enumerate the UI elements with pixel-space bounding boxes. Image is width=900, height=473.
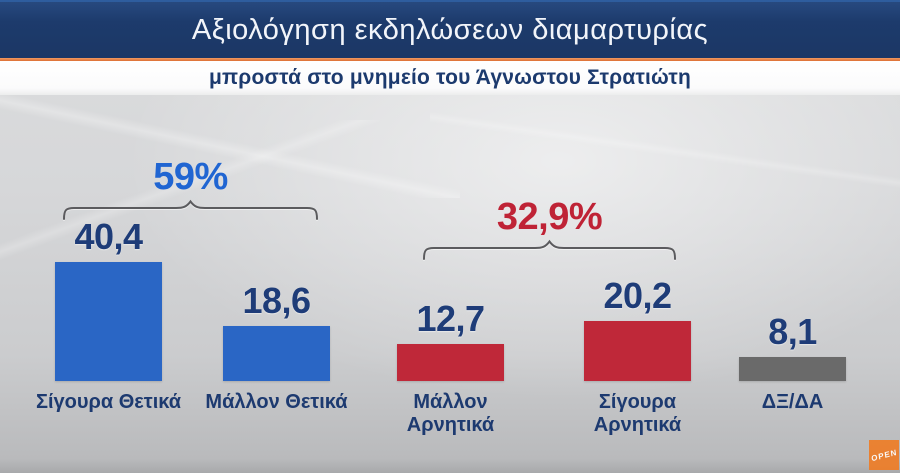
bar-category-label: Μάλλον Θετικά	[205, 391, 348, 413]
bar-value: 40,4	[74, 216, 143, 257]
bar-category-label: Σίγουρα Αρνητικά	[593, 391, 682, 436]
title-band: Αξιολόγηση εκδηλώσεων διαμαρτυρίας	[0, 0, 900, 58]
bar-column-dxda: 8,1 ΔΞ/ΔΑ	[739, 0, 846, 473]
bar-column-sigoura-thetika: 40,4 Σίγουρα Θετικά	[36, 0, 181, 473]
bracket-icon	[63, 199, 318, 220]
bar-rect	[223, 326, 330, 381]
bar-value: 12,7	[416, 298, 485, 339]
bar-category-label: Σίγουρα Θετικά	[35, 391, 182, 413]
group-negative-percvalue: 32,9%	[496, 196, 603, 238]
bar-value: 18,6	[242, 280, 311, 321]
page-subtitle: μπροστά στο μνημείο του Άγνωστου Στρατιώ…	[208, 66, 692, 89]
bar-rect	[55, 262, 162, 381]
bar-value: 8,1	[768, 311, 817, 352]
subtitle-band: μπροστά στο μνημείο του Άγνωστου Στρατιώ…	[0, 61, 900, 95]
accent-divider	[0, 58, 900, 61]
bar-value: 20,2	[603, 275, 672, 316]
bar-category-label: Μάλλον Αρνητικά	[406, 391, 495, 436]
bar-rect	[739, 357, 846, 381]
bar-rect	[584, 321, 691, 381]
bar-column-mallon-thetika: 18,6 Μάλλον Θετικά	[205, 0, 347, 473]
bar-column-sigoura-arnitika: 20,2 Σίγουρα Αρνητικά	[584, 0, 691, 473]
group-positive-total: 59%	[62, 156, 319, 220]
group-negative-total: 32,9%	[422, 196, 677, 260]
bar-category-label: ΔΞ/ΔΑ	[761, 391, 824, 413]
bracket-icon	[422, 239, 677, 260]
open-tv-logo-text: OPEN	[870, 447, 898, 463]
page-title: Αξιολόγηση εκδηλώσεων διαμαρτυρίας	[191, 13, 709, 46]
bar-rect	[397, 344, 504, 381]
group-positive-percvalue: 59%	[153, 156, 228, 198]
open-tv-logo: OPEN	[869, 440, 899, 470]
bar-column-mallon-arnitika: 12,7 Μάλλον Αρνητικά	[397, 0, 504, 473]
